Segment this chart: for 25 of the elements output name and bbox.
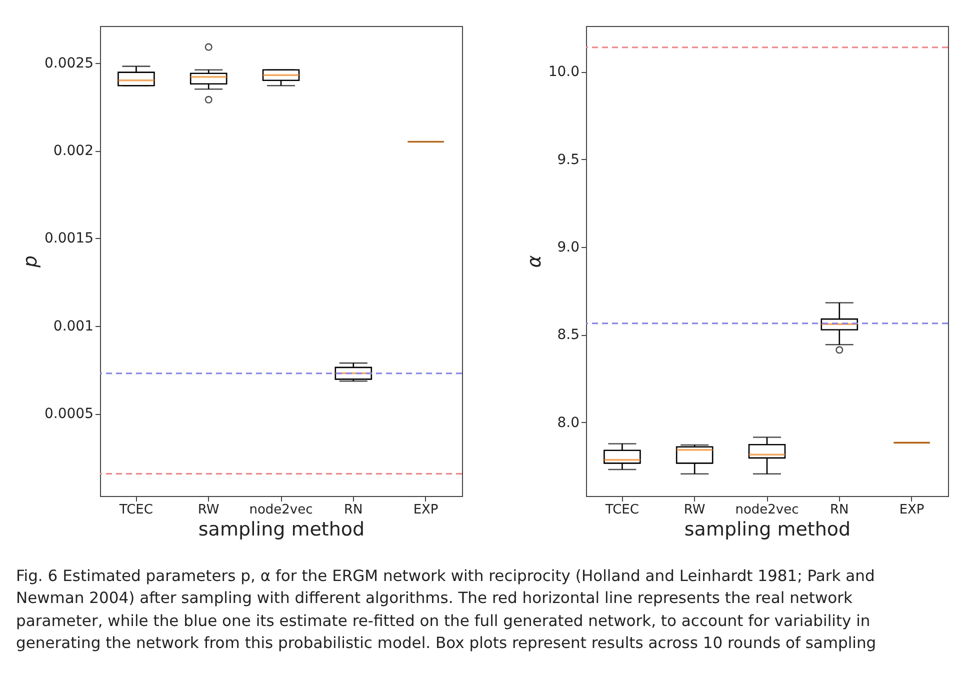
y-axis-title: p xyxy=(20,255,42,269)
y-tick-label: 9.0 xyxy=(557,239,580,256)
y-tick-label: 0.0005 xyxy=(44,406,94,422)
y-tick-label: 8.5 xyxy=(557,327,580,344)
y-tick-label: 0.002 xyxy=(53,143,94,160)
x-tick-label: RN xyxy=(344,502,363,518)
caption: Fig. 6 Estimated parameters p, α for the ERGM network with reciprocity (Holland and Leinhardt 1981; Park and Newman 2004) after sampling with different algorithms. The red horizontal line represents the real network parameter, while the blue one its estimate re-fitted on the full generated network, to account for variability in generating the network from this probabilistic model. Box plots represent results across 10 rounds of sampling xyxy=(16,566,878,654)
y-axis-title: α xyxy=(523,254,546,268)
x-tick-label: EXP xyxy=(413,502,438,518)
x-tick-label: RW xyxy=(684,502,706,518)
y-tick-label: 0.0015 xyxy=(44,230,94,247)
y-tick-label: 8.0 xyxy=(557,414,580,431)
y-tick-label: 9.5 xyxy=(557,152,580,168)
x-tick-label: RN xyxy=(830,502,849,518)
y-tick-label: 0.001 xyxy=(53,318,94,334)
x-tick-label: node2vec xyxy=(735,502,799,518)
x-tick-label: node2vec xyxy=(249,502,313,518)
x-axis-title: sampling method xyxy=(198,518,365,540)
x-axis-title: sampling method xyxy=(684,518,851,540)
x-tick-label: EXP xyxy=(899,502,924,518)
x-tick-label: RW xyxy=(198,502,220,518)
y-tick-label: 0.0025 xyxy=(44,55,94,72)
y-tick-label: 10.0 xyxy=(548,64,580,80)
x-tick-label: TCEC xyxy=(604,502,639,518)
x-tick-label: TCEC xyxy=(118,502,153,518)
